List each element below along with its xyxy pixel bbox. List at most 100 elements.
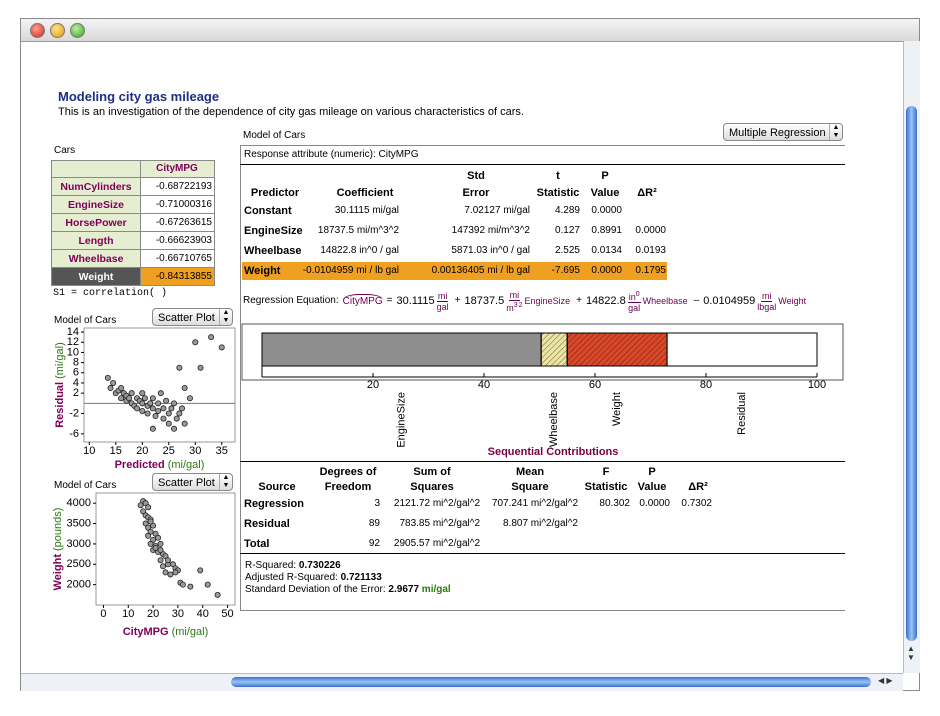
- cell: 0.0193: [635, 245, 666, 256]
- plot-type-button[interactable]: Scatter Plot ▲ ▼: [152, 473, 233, 491]
- cell: 3: [374, 498, 380, 509]
- predictor: Wheelbase: [244, 245, 302, 257]
- unit-exponent: 0: [635, 290, 640, 298]
- predictor: Weight: [244, 265, 281, 277]
- cell: 0.0000: [635, 225, 666, 236]
- variable: Weight: [778, 296, 807, 306]
- value: 0.721133: [340, 572, 382, 583]
- row-name: HorsePower: [65, 217, 127, 229]
- column-header: CityMPG: [156, 163, 198, 174]
- unit-numerator: mi: [760, 290, 773, 302]
- divider: [240, 164, 845, 165]
- column-header: Freedom: [324, 481, 372, 493]
- label: Standard Deviation of the Error:: [245, 584, 386, 595]
- coefficient: 18737.5: [464, 295, 505, 307]
- sign: –: [693, 295, 700, 306]
- column-header: Std: [467, 170, 485, 182]
- column-header: F: [602, 466, 610, 478]
- cell: 0.0000: [591, 205, 622, 216]
- unit-denominator: m32: [506, 301, 522, 313]
- cell: 30.1115 mi/gal: [334, 205, 399, 216]
- row-value: -0.66623903: [155, 235, 212, 246]
- column-header: Coefficient: [336, 187, 394, 199]
- variable: Wheelbase: [642, 296, 688, 306]
- column-header: ΔR²: [637, 187, 657, 199]
- column-header: P: [648, 466, 656, 478]
- adjusted-r-squared: Adjusted R-Squared: 0.721133: [245, 571, 382, 585]
- unit-denominator: gal: [437, 302, 449, 312]
- column-header: ΔR²: [688, 481, 708, 493]
- panel-border: [240, 145, 241, 610]
- model-type-button[interactable]: Multiple Regression ▲ ▼: [723, 123, 843, 141]
- unit: m: [506, 302, 514, 313]
- row-value: -0.67263615: [155, 217, 212, 228]
- cell: 7.02127 mi/gal: [464, 205, 530, 216]
- cell: 0.1795: [635, 265, 666, 276]
- minimize-button[interactable]: [50, 23, 65, 38]
- cell: 89: [368, 518, 380, 529]
- response: CityMPG: [342, 293, 383, 307]
- row-value: -0.71000316: [155, 199, 212, 210]
- unit: mi: [437, 290, 448, 301]
- predictor: Constant: [244, 205, 292, 217]
- unit-denominator: gal: [628, 303, 640, 313]
- unit-numerator: in0: [627, 290, 641, 303]
- unit: mi: [761, 290, 772, 301]
- cell: -0.0104959 mi / lb gal: [302, 265, 399, 276]
- cell: 92: [368, 538, 380, 549]
- cell: 707.241 mi^2/gal^2: [491, 498, 578, 509]
- cell: 14822.8 in^0 / gal: [320, 245, 399, 256]
- cell: 2121.72 mi^2/gal^2: [393, 498, 480, 509]
- coefficient: 0.0104959: [703, 295, 756, 307]
- scroll-thumb[interactable]: [231, 677, 871, 687]
- button-label: Scatter Plot: [158, 477, 215, 489]
- cell: 147392 mi/m^3^2: [451, 225, 530, 236]
- column-header: Sum of: [413, 466, 451, 478]
- equals: =: [386, 295, 393, 306]
- subtitle: This is an investigation of the dependen…: [58, 106, 524, 118]
- row-value: -0.66710765: [155, 253, 212, 264]
- unit: mi/gal: [421, 584, 451, 595]
- formula: S1 = correlation( ): [53, 288, 168, 299]
- zoom-button[interactable]: [70, 23, 85, 38]
- unit-fraction: mi gal: [437, 291, 449, 312]
- scroll-thumb[interactable]: [906, 106, 917, 641]
- plot-type-button[interactable]: Scatter Plot ▲ ▼: [152, 308, 233, 326]
- unit-fraction: mi lbgal: [757, 291, 776, 312]
- unit: gal: [628, 302, 641, 313]
- column-header: Square: [511, 481, 549, 493]
- source: Residual: [244, 518, 290, 530]
- row-name: NumCylinders: [60, 181, 132, 193]
- plot-title: Model of Cars: [54, 480, 117, 491]
- unit-exponent: 3: [513, 301, 518, 309]
- coefficient: 14822.8: [585, 295, 626, 307]
- scroll-arrows[interactable]: ◀ ▶: [878, 676, 893, 685]
- predictor: EngineSize: [244, 225, 303, 237]
- button-label: Multiple Regression: [729, 127, 826, 139]
- column-header: Source: [258, 481, 296, 493]
- close-button[interactable]: [30, 23, 45, 38]
- column-header: Value: [590, 187, 620, 199]
- row-name: Weight: [78, 271, 114, 283]
- row-name: Wheelbase: [68, 253, 124, 265]
- divider: [240, 553, 845, 554]
- column-header: Predictor: [250, 187, 300, 199]
- equation-label: Regression Equation:: [243, 295, 339, 306]
- button-label: Scatter Plot: [158, 312, 215, 324]
- unit: gal: [436, 301, 449, 312]
- cell: 4.289: [554, 205, 580, 216]
- cell: 0.0134: [591, 245, 622, 256]
- plot-title: Model of Cars: [54, 315, 117, 326]
- corner-cell: [51, 160, 141, 178]
- row-value: -0.84313855: [155, 271, 212, 282]
- horizontal-scrollbar[interactable]: ◀ ▶: [21, 673, 903, 691]
- unit-numerator: mi: [436, 290, 449, 302]
- scroll-arrows[interactable]: ▲ ▼: [907, 644, 915, 662]
- model-title: Model of Cars: [243, 130, 306, 141]
- vertical-scrollbar[interactable]: ▲ ▼: [903, 41, 920, 673]
- value: 2.9677: [388, 584, 420, 595]
- unit-denominator: lbgal: [757, 302, 776, 312]
- cell: 8.807 mi^2/gal^2: [503, 518, 578, 529]
- divider: [240, 461, 845, 462]
- column-header: P: [601, 170, 609, 182]
